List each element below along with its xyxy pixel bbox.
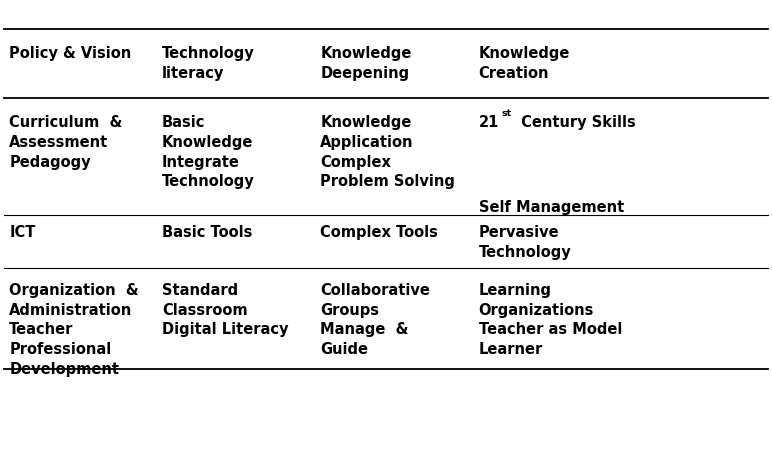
Text: Technology
literacy: Technology literacy — [162, 46, 255, 81]
Text: Knowledge
Creation: Knowledge Creation — [479, 46, 570, 81]
Text: 21: 21 — [479, 115, 499, 130]
Text: Policy & Vision: Policy & Vision — [9, 46, 131, 61]
Text: Collaborative
Groups
Manage  &
Guide: Collaborative Groups Manage & Guide — [320, 282, 430, 357]
Text: Learning
Organizations
Teacher as Model
Learner: Learning Organizations Teacher as Model … — [479, 282, 622, 357]
Text: Self Management: Self Management — [479, 200, 624, 215]
Text: Standard
Classroom
Digital Literacy: Standard Classroom Digital Literacy — [162, 282, 289, 337]
Text: Basic
Knowledge
Integrate
Technology: Basic Knowledge Integrate Technology — [162, 115, 255, 189]
Text: Curriculum  &
Assessment
Pedagogy: Curriculum & Assessment Pedagogy — [9, 115, 123, 169]
Text: Knowledge
Application
Complex
Problem Solving: Knowledge Application Complex Problem So… — [320, 115, 455, 189]
Text: Pervasive
Technology: Pervasive Technology — [479, 225, 571, 260]
Text: Basic Tools: Basic Tools — [162, 225, 252, 240]
Text: Organization  &
Administration
Teacher
Professional
Development: Organization & Administration Teacher Pr… — [9, 282, 139, 376]
Text: Century Skills: Century Skills — [516, 115, 635, 130]
Text: ICT: ICT — [9, 225, 36, 240]
Text: st: st — [502, 109, 512, 118]
Text: Complex Tools: Complex Tools — [320, 225, 438, 240]
Text: Knowledge
Deepening: Knowledge Deepening — [320, 46, 411, 81]
